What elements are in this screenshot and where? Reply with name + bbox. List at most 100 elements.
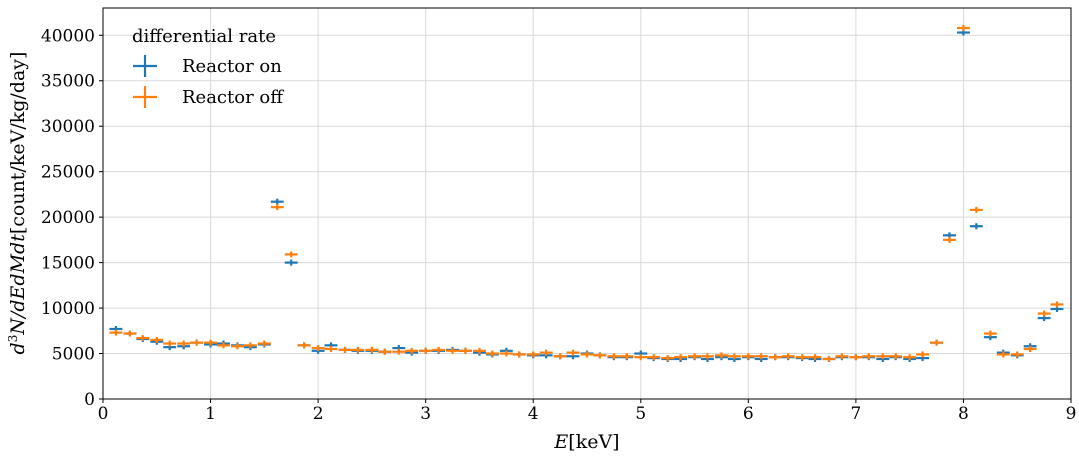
- data-series: [109, 25, 1064, 362]
- axis-ticks: 0 1 2 3 4 5 6 7 8 9 0 5000 10000 15000 20000 25000 30000…: [41, 26, 1077, 424]
- x-tick-label: 2: [313, 404, 324, 424]
- y-tick-label: 15000: [41, 254, 95, 274]
- data-point: [956, 25, 970, 32]
- x-axis-label: E[keV]: [553, 431, 619, 453]
- data-point: [351, 346, 365, 353]
- legend: differential rate Reactor on Reactor off: [132, 26, 284, 108]
- data-point: [553, 353, 567, 360]
- data-point: [270, 204, 284, 211]
- data-point: [969, 206, 983, 213]
- data-point: [1010, 351, 1024, 358]
- data-point: [297, 342, 311, 349]
- data-point: [795, 354, 809, 361]
- data-point: [284, 251, 298, 258]
- data-point: [781, 353, 795, 360]
- data-point: [822, 355, 836, 362]
- data-point: [257, 340, 271, 347]
- data-point: [701, 353, 714, 360]
- y-tick-label: 5000: [52, 345, 95, 365]
- data-point: [405, 347, 419, 354]
- data-point: [311, 345, 325, 352]
- data-point: [446, 347, 460, 354]
- data-point: [674, 354, 688, 361]
- data-point: [849, 354, 863, 361]
- data-point: [217, 342, 230, 349]
- x-tick-label: 5: [635, 404, 646, 424]
- series-reactor-on: [109, 29, 1064, 362]
- data-point: [136, 335, 150, 342]
- data-point: [607, 353, 621, 360]
- y-tick-label: 0: [84, 390, 95, 410]
- y-tick-label: 35000: [41, 72, 95, 92]
- data-point: [943, 236, 956, 243]
- x-tick-label: 3: [420, 404, 431, 424]
- legend-item: Reactor off: [133, 86, 284, 108]
- data-point: [365, 346, 379, 353]
- x-tick-label: 0: [98, 404, 109, 424]
- data-point: [741, 353, 755, 360]
- data-point: [190, 339, 204, 346]
- data-point: [1037, 310, 1051, 317]
- y-tick-label: 20000: [41, 208, 95, 228]
- y-tick-label: 30000: [41, 117, 95, 137]
- plot-frame: [102, 7, 1072, 400]
- data-point: [714, 352, 728, 359]
- data-point: [808, 354, 822, 361]
- data-point: [230, 343, 244, 350]
- y-tick-label: 40000: [41, 26, 95, 46]
- data-point: [903, 354, 917, 361]
- data-point: [862, 353, 876, 360]
- legend-title: differential rate: [132, 26, 276, 47]
- x-tick-label: 6: [743, 404, 754, 424]
- data-point: [620, 353, 634, 360]
- data-point: [634, 354, 648, 361]
- y-tick-label: 10000: [41, 299, 95, 319]
- data-point: [539, 349, 553, 356]
- data-point: [580, 351, 594, 358]
- x-tick-label: 7: [850, 404, 861, 424]
- data-point: [150, 336, 164, 343]
- data-point: [338, 346, 352, 353]
- data-point: [284, 259, 298, 266]
- data-point: [392, 348, 406, 355]
- data-point: [889, 353, 903, 360]
- data-point: [688, 353, 702, 360]
- data-point: [1023, 345, 1037, 352]
- data-point: [123, 330, 137, 337]
- data-point: [566, 349, 580, 356]
- data-point: [593, 352, 607, 359]
- data-point: [768, 354, 782, 361]
- x-tick-label: 1: [205, 404, 216, 424]
- data-point: [835, 353, 849, 360]
- legend-label: Reactor off: [182, 87, 284, 108]
- data-point: [204, 339, 218, 346]
- data-point: [243, 342, 257, 349]
- data-point: [472, 347, 486, 354]
- data-point: [270, 198, 284, 205]
- data-point: [983, 330, 997, 337]
- x-tick-label: 4: [528, 404, 539, 424]
- series-reactor-off: [109, 25, 1064, 362]
- data-point: [1050, 301, 1064, 308]
- x-tick-label: 9: [1066, 404, 1077, 424]
- data-point: [661, 355, 675, 362]
- data-point: [876, 353, 890, 360]
- data-point: [459, 347, 472, 354]
- data-point: [727, 353, 741, 360]
- data-point: [930, 339, 944, 346]
- data-point: [324, 345, 338, 352]
- data-point: [526, 351, 540, 358]
- legend-label: Reactor on: [182, 56, 282, 77]
- y-axis-label: d3N/dEdMdt[count/keV/kg/day]: [6, 52, 29, 355]
- y-tick-label: 25000: [41, 163, 95, 183]
- data-point: [512, 351, 526, 358]
- data-point: [485, 350, 499, 357]
- data-point: [996, 351, 1010, 358]
- x-tick-label: 8: [958, 404, 969, 424]
- data-point: [177, 340, 191, 347]
- data-point: [499, 350, 513, 357]
- data-point: [754, 353, 768, 360]
- data-point: [432, 346, 446, 353]
- data-point: [163, 340, 177, 347]
